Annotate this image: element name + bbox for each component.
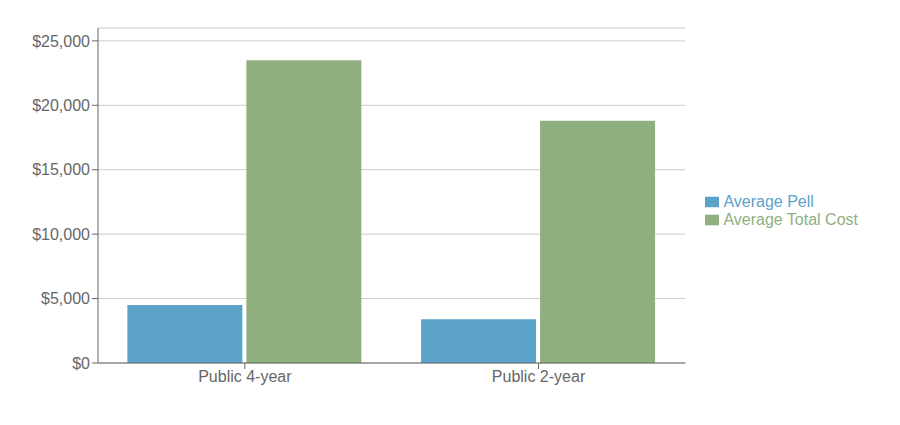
svg-text:$20,000: $20,000 xyxy=(32,97,90,114)
svg-text:$10,000: $10,000 xyxy=(32,226,90,243)
svg-text:Public 4-year: Public 4-year xyxy=(198,368,292,385)
svg-text:$15,000: $15,000 xyxy=(32,161,90,178)
svg-text:$25,000: $25,000 xyxy=(32,33,90,50)
svg-text:Public 2-year: Public 2-year xyxy=(492,368,586,385)
svg-text:$0: $0 xyxy=(72,355,90,372)
svg-text:$5,000: $5,000 xyxy=(41,290,90,307)
html-text:Average Total Cost: Average Total Cost xyxy=(723,210,858,228)
html-text:Average Pell: Average Pell xyxy=(723,192,814,210)
